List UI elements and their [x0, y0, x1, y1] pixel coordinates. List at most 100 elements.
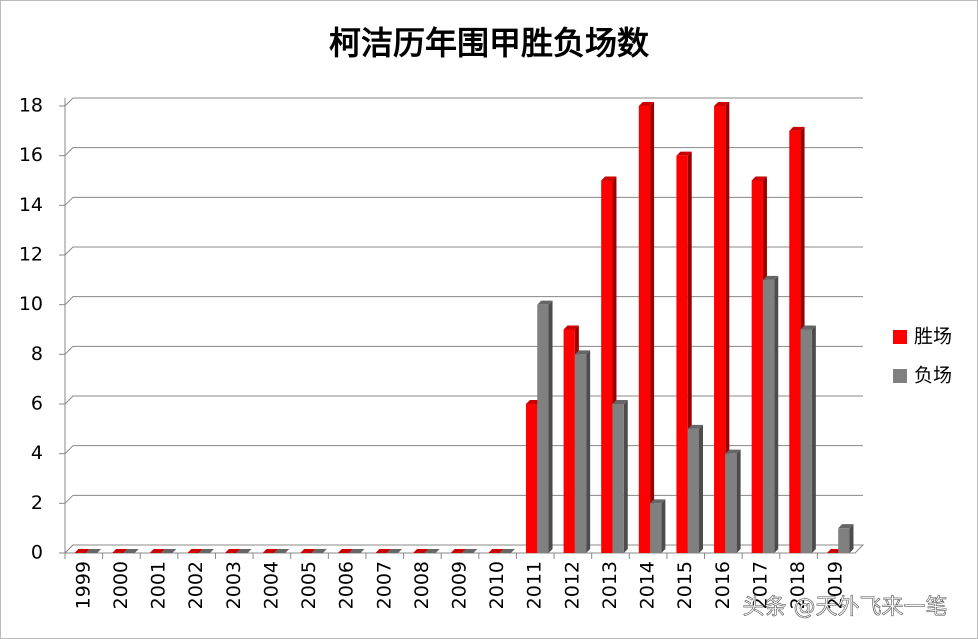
legend-swatch — [893, 369, 907, 383]
bar — [601, 180, 613, 553]
x-tick-label: 2008 — [411, 561, 433, 609]
bar-top — [499, 549, 515, 553]
bar-top — [198, 549, 214, 553]
bar-top — [273, 549, 290, 553]
bar-top — [751, 176, 767, 181]
bar-top — [187, 549, 203, 553]
bar-side — [699, 424, 703, 553]
x-tick-label: 2011 — [524, 561, 546, 609]
bar-top — [687, 424, 703, 429]
y-tick-label: 10 — [19, 293, 43, 315]
bar-top — [462, 549, 478, 553]
bar-top — [537, 300, 553, 305]
bar-top — [375, 549, 391, 553]
bar-top — [386, 549, 403, 553]
bar — [838, 528, 850, 553]
bar — [650, 503, 662, 553]
x-tick-label: 2007 — [373, 561, 395, 609]
x-tick-label: 2012 — [561, 561, 583, 609]
bar — [725, 453, 737, 553]
bar-side — [774, 275, 779, 553]
bar-top — [262, 549, 278, 553]
bar-top — [161, 549, 177, 553]
bar-top — [311, 549, 327, 553]
y-tick-label: 4 — [31, 442, 43, 464]
x-tick-label: 2009 — [449, 561, 471, 609]
bar — [563, 329, 575, 553]
bar — [612, 404, 624, 553]
x-tick-label: 2004 — [260, 561, 282, 609]
bar-side — [650, 102, 655, 553]
y-tick-label: 16 — [19, 144, 43, 166]
bar-top — [650, 499, 666, 504]
bar-top — [236, 549, 252, 553]
bar — [638, 106, 651, 553]
bar-top — [225, 549, 241, 553]
x-tick-label: 2019 — [825, 561, 847, 609]
bar-side — [548, 300, 553, 553]
bar — [676, 155, 688, 553]
grid-line — [64, 345, 863, 355]
bar-top — [85, 549, 102, 553]
x-tick-label: 2006 — [336, 561, 358, 609]
bar-top — [800, 325, 816, 330]
bar-side — [623, 400, 628, 553]
bar — [687, 428, 699, 553]
x-tick-label: 2002 — [185, 561, 207, 609]
chart-title: 柯洁历年围甲胜负场数 — [329, 24, 650, 62]
y-tick-label: 2 — [31, 492, 43, 514]
bar-top — [789, 126, 805, 131]
grid-line — [64, 445, 863, 455]
y-tick-label: 18 — [19, 95, 43, 117]
x-tick-label: 2014 — [637, 561, 659, 609]
x-tick-label: 2015 — [674, 561, 696, 609]
bar-top — [300, 549, 316, 553]
bar-side — [586, 350, 591, 553]
grid-line — [64, 296, 863, 306]
bar-side — [661, 499, 666, 553]
bar-top — [74, 549, 90, 553]
bar-top — [601, 176, 617, 181]
bar-top — [612, 400, 628, 404]
x-tick-label: 2005 — [298, 561, 320, 609]
x-tick-label: 2013 — [599, 561, 621, 609]
bar-top — [424, 549, 440, 553]
x-tick-label: 2010 — [486, 561, 508, 609]
grid-line — [64, 395, 863, 405]
bar-top — [149, 549, 166, 553]
y-tick-label: 6 — [31, 393, 43, 415]
bar-top — [450, 549, 466, 553]
legend-label: 负场 — [914, 365, 952, 387]
bar — [789, 130, 801, 554]
grid-line — [64, 196, 863, 206]
x-tick-label: 2003 — [223, 561, 245, 609]
x-tick-label: 2018 — [787, 561, 809, 609]
bar-top — [638, 102, 655, 106]
grid-line — [64, 494, 863, 504]
bar-top — [574, 350, 591, 355]
bar-top — [563, 325, 579, 330]
x-tick-label: 2017 — [749, 561, 771, 609]
bar-top — [838, 524, 854, 529]
bar-top — [413, 549, 429, 553]
bar-top — [714, 102, 730, 106]
legend-label: 胜场 — [914, 326, 952, 348]
bar-top — [488, 549, 504, 553]
bar-side — [736, 449, 741, 553]
bar-side — [725, 102, 730, 553]
x-tick-label: 1999 — [72, 561, 94, 609]
bar — [525, 404, 538, 553]
watermark: 头条 @天外飞来一笔 — [743, 595, 948, 620]
legend-swatch — [893, 330, 907, 344]
y-tick-label: 12 — [19, 244, 43, 266]
bar-top — [725, 449, 741, 454]
x-tick-label: 2001 — [148, 561, 170, 609]
y-tick-label: 14 — [19, 194, 43, 216]
x-tick-label: 2016 — [712, 561, 734, 609]
grid-line — [64, 147, 863, 157]
y-tick-label: 0 — [31, 542, 43, 564]
x-tick-label: 2000 — [110, 561, 132, 609]
bar — [762, 279, 775, 553]
